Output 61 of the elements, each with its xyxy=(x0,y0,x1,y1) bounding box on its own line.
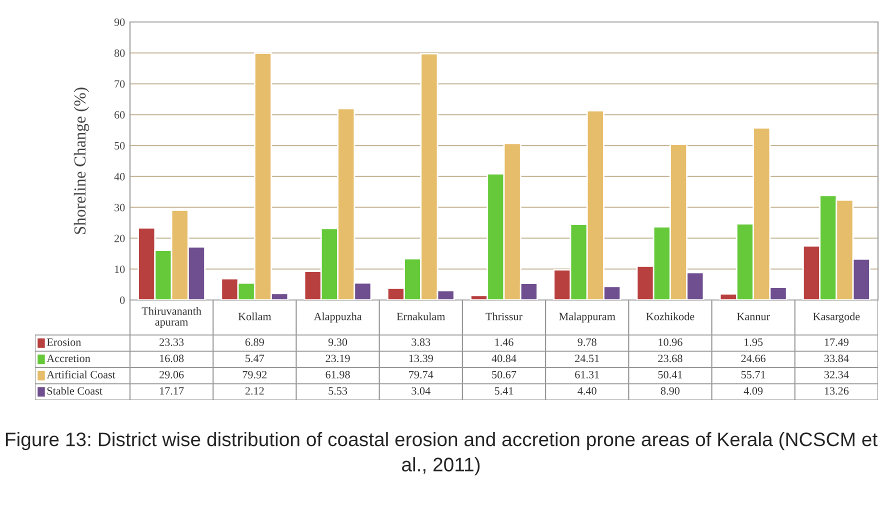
y-tick-label: 40 xyxy=(114,172,125,180)
data-label: 4.40 xyxy=(578,387,596,395)
data-label: 50.41 xyxy=(658,370,682,378)
legend-label: Stable Coast xyxy=(47,386,102,395)
y-tick-label: 30 xyxy=(114,204,125,212)
data-label: 1.95 xyxy=(744,338,763,346)
data-label: 8.90 xyxy=(660,387,680,395)
y-tick-label: 10 xyxy=(115,266,125,274)
x-tick-label: Malappuram xyxy=(559,312,616,323)
data-label: 23.33 xyxy=(160,338,184,346)
caption: Figure 13: District wise distribution of coastal erosion and accretion prone areas of Kerala (NCSCM et al., 2011) xyxy=(6,432,878,476)
data-label: 5.53 xyxy=(328,387,348,395)
legend-label: Accretion xyxy=(46,354,90,362)
data-label: 79.74 xyxy=(409,370,434,378)
data-label: 23.19 xyxy=(326,354,350,362)
data-label: 33.84 xyxy=(824,354,849,362)
data-label: 5.41 xyxy=(494,387,514,395)
x-tick-label: Alappuzha xyxy=(314,312,362,323)
data-label: 17.49 xyxy=(824,338,848,346)
data-label: 24.51 xyxy=(575,354,599,362)
y-axis-title: Shoreline Change (%) xyxy=(74,88,90,234)
data-label: 17.17 xyxy=(160,387,184,395)
data-label: 16.08 xyxy=(160,354,184,362)
data-label: 1.46 xyxy=(495,338,514,346)
data-label: 61.98 xyxy=(326,370,350,378)
data-label: 3.04 xyxy=(412,387,430,395)
y-tick-label: 0 xyxy=(120,296,125,304)
data-label: 5.47 xyxy=(246,354,264,362)
y-tick-label: 50 xyxy=(114,142,125,150)
data-label: 4.09 xyxy=(744,387,763,395)
legend-label: Artificial Coast xyxy=(46,370,116,378)
x-tick-label: Kasargode xyxy=(813,312,860,323)
x-tick-label: Kannur xyxy=(736,312,770,320)
data-label: 24.66 xyxy=(741,354,766,362)
data-label: 9.30 xyxy=(328,338,348,346)
y-tick-label: 80 xyxy=(114,49,125,57)
x-tick-label: Thiruvananth apuram xyxy=(142,307,202,328)
data-label: 29.06 xyxy=(160,370,184,378)
y-tick-label: 90 xyxy=(114,18,125,26)
data-label: 61.31 xyxy=(575,370,599,378)
data-label: 13.39 xyxy=(409,354,433,362)
x-tick-label: Thrissur xyxy=(486,312,522,320)
data-label: 40.84 xyxy=(492,354,516,362)
data-label: 10.96 xyxy=(658,338,682,346)
data-label: 79.92 xyxy=(242,370,267,378)
y-tick-label: 60 xyxy=(114,111,125,119)
data-label: 13.26 xyxy=(824,387,849,395)
data-label: 55.71 xyxy=(741,370,766,378)
x-tick-label: Kollam xyxy=(238,312,272,320)
data-label: 3.83 xyxy=(412,338,430,346)
y-tick-label: 70 xyxy=(114,80,125,88)
data-label: 32.34 xyxy=(824,370,849,378)
data-label: 23.68 xyxy=(658,354,682,362)
data-label: 6.89 xyxy=(245,338,264,346)
x-tick-label: Ernakulam xyxy=(396,312,446,320)
x-tick-label: Kozhikode xyxy=(646,312,694,320)
legend-label: Erosion xyxy=(46,338,82,346)
data-label: 50.67 xyxy=(492,370,516,378)
y-tick-label: 20 xyxy=(114,234,125,242)
data-label: 2.12 xyxy=(245,387,264,395)
data-label: 9.78 xyxy=(578,338,596,346)
